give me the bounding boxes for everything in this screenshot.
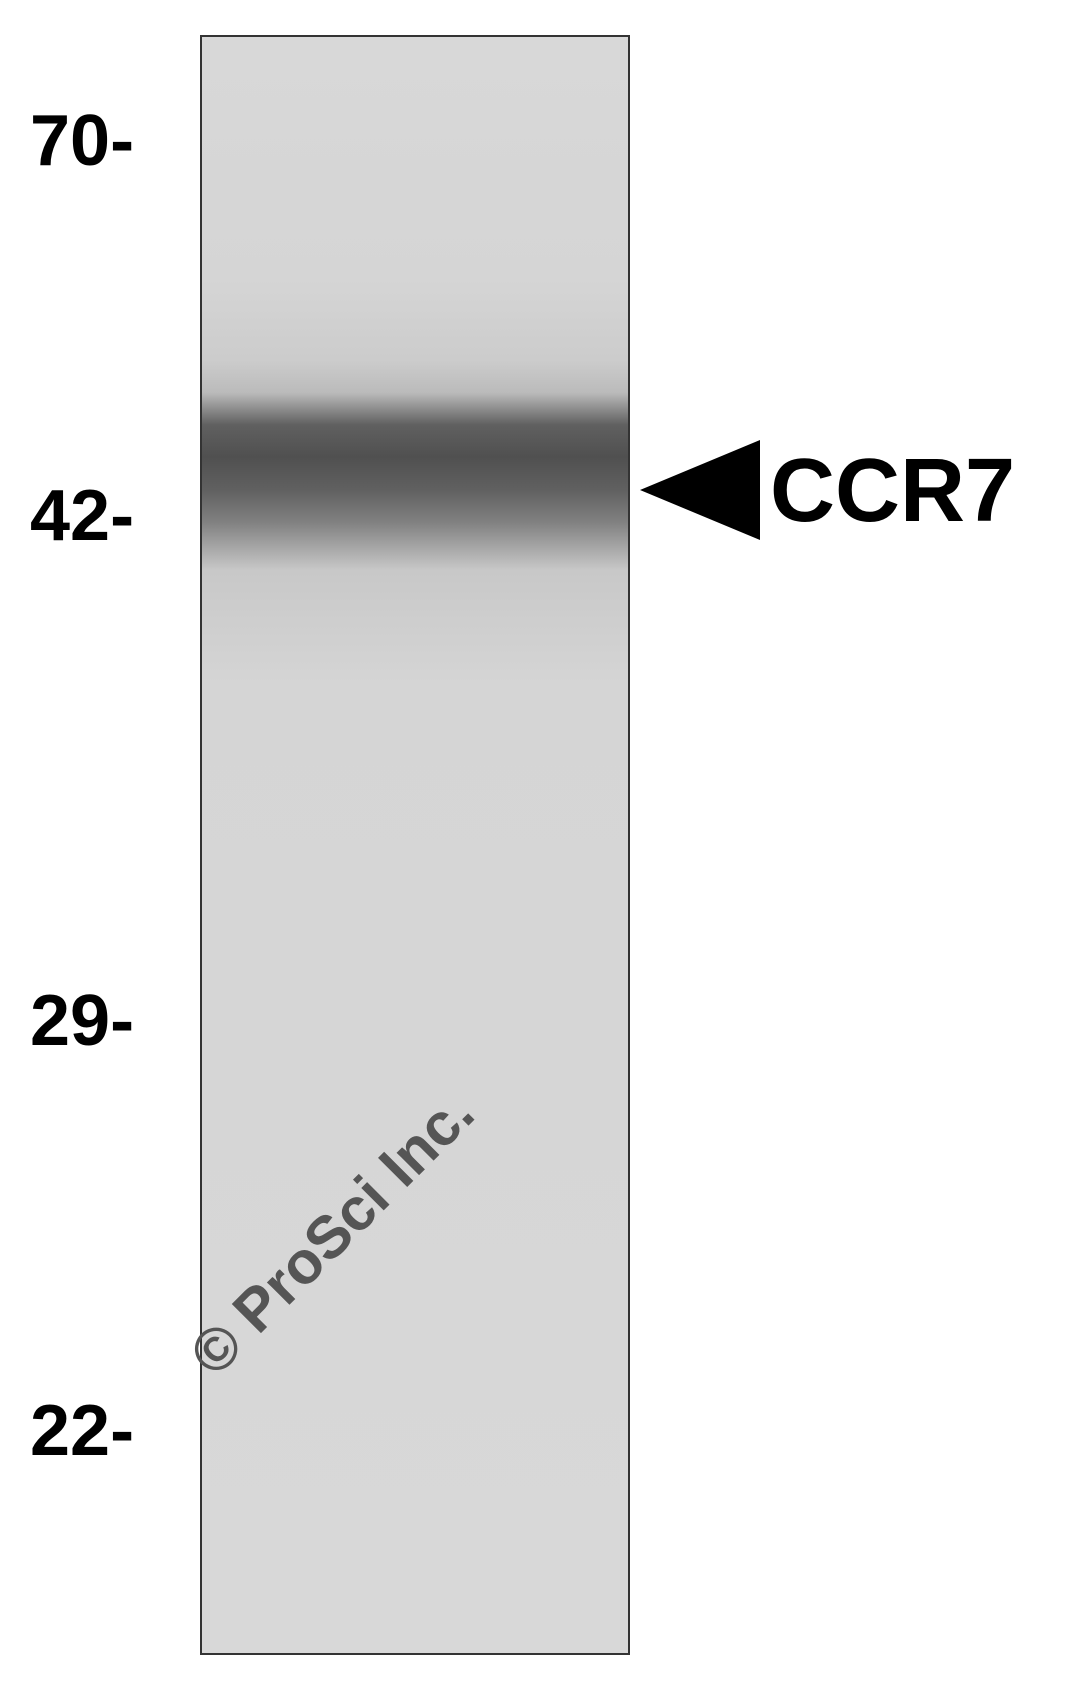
mw-marker-42: 42-: [30, 475, 134, 557]
mw-marker-22: 22-: [30, 1390, 134, 1472]
mw-marker-29: 29-: [30, 980, 134, 1062]
band-arrow-icon: [640, 440, 760, 540]
western-blot-lane: [200, 35, 630, 1655]
mw-marker-70: 70-: [30, 100, 134, 182]
protein-label-ccr7: CCR7: [770, 440, 1015, 543]
